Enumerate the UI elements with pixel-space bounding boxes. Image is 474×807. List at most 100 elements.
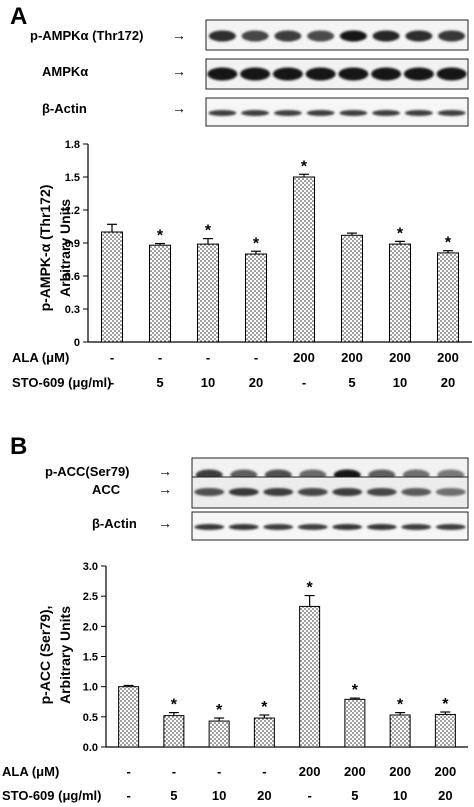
condition-value: 5 [351, 788, 358, 803]
condition-value: 20 [249, 375, 263, 390]
bar [245, 253, 267, 343]
y-tick-label: 1.0 [83, 682, 98, 694]
significance-marker: * [352, 682, 359, 699]
blot-label-p-acc: p-ACC(Ser79) [45, 464, 130, 479]
blot-band [306, 110, 335, 116]
bar [149, 244, 171, 343]
y-tick-label: 2.5 [83, 591, 98, 603]
y-axis-label-a-line2: Arbitrary Units [57, 199, 73, 297]
blot-band [401, 524, 432, 530]
chart-a: p-AMPK-α (Thr172) Arbitrary Units 0 0.3 0.… [37, 139, 472, 349]
blot-band [339, 30, 367, 42]
bar [101, 231, 123, 343]
condition-value: - [206, 350, 210, 365]
bar [437, 252, 459, 343]
blot-band [332, 488, 363, 496]
bar [389, 243, 411, 343]
condition-value: 10 [201, 375, 215, 390]
blot-band [241, 110, 270, 116]
condition-value: 20 [438, 788, 452, 803]
bar [163, 715, 185, 748]
significance-marker: * [442, 696, 449, 713]
condition-value: 10 [393, 375, 407, 390]
condition-value: 20 [257, 788, 271, 803]
condition-value: 200 [389, 350, 411, 365]
significance-marker: * [261, 699, 268, 716]
blot-band [228, 524, 259, 530]
significance-marker: * [445, 235, 452, 252]
condition-value: 5 [348, 375, 355, 390]
condition-table-b: ALA (μM) - - - - 200 200 200 200 STO-609 (μg/ml) -… [2, 764, 456, 803]
significance-marker: * [397, 225, 404, 242]
significance-marker: * [216, 702, 223, 719]
bar [208, 720, 230, 748]
blot-label-acc: ACC [92, 482, 121, 497]
significance-marker: * [301, 158, 308, 175]
condition-value: 200 [437, 350, 459, 365]
y-tick-label: 0.5 [83, 712, 98, 724]
blot-band [263, 524, 294, 530]
condition-value: - [307, 788, 311, 803]
significance-marker: * [307, 580, 314, 597]
condition-value: 200 [344, 764, 366, 779]
condition-value: - [262, 764, 266, 779]
condition-value: - [217, 764, 221, 779]
condition-value: 200 [341, 350, 363, 365]
y-tick-label: 3.0 [83, 561, 98, 573]
blot-image-p-ampk [205, 19, 469, 51]
significance-marker: * [157, 228, 164, 245]
significance-marker: * [171, 697, 178, 714]
arrow-icon: → [158, 463, 172, 479]
bar [389, 714, 411, 748]
y-tick-label: 0.6 [65, 271, 80, 283]
significance-marker: * [205, 223, 212, 240]
bar [197, 243, 219, 343]
y-tick-label: 0 [74, 337, 80, 349]
significance-marker: * [253, 235, 260, 252]
blot-band [371, 67, 402, 81]
blot-label-actin-a: β-Actin [42, 101, 87, 116]
condition-value: - [126, 764, 130, 779]
blot-band [208, 110, 237, 116]
condition-value: - [110, 375, 114, 390]
arrow-icon: → [172, 27, 186, 43]
y-tick-label: 2.0 [83, 621, 98, 633]
condition-value: 200 [435, 764, 457, 779]
arrow-icon: → [158, 481, 172, 497]
blot-band [241, 30, 269, 42]
blot-band [338, 67, 369, 81]
condition-value: - [158, 350, 162, 365]
blot-band [404, 110, 433, 116]
blot-band [438, 30, 466, 42]
condition-value: - [172, 764, 176, 779]
blot-image-actin-b [191, 511, 469, 541]
bar [434, 713, 456, 748]
blot-band [332, 524, 363, 530]
significance-marker: * [397, 697, 404, 714]
arrow-icon: → [158, 515, 172, 531]
condition-value: 200 [389, 764, 411, 779]
condition-value: 10 [393, 788, 407, 803]
blot-image-acc [191, 476, 469, 509]
blot-image-actin-a [205, 97, 469, 127]
blot-band [273, 110, 302, 116]
condition-value: - [110, 350, 114, 365]
y-axis-label-a-line1: p-AMPK-α (Thr172) [37, 185, 53, 312]
condition-value: - [254, 350, 258, 365]
condition-value: 200 [293, 350, 315, 365]
blot-band [305, 67, 336, 81]
condition-value: 5 [170, 788, 177, 803]
blot-band [339, 110, 368, 116]
condition-label: ALA (μM) [12, 350, 69, 365]
y-tick-label: 0.9 [65, 238, 80, 250]
panel-a-label: A [10, 3, 27, 30]
blot-label-actin-b: β-Actin [92, 516, 137, 531]
blot-band [297, 524, 328, 530]
blot-band [208, 30, 236, 42]
blot-band [366, 488, 397, 496]
condition-value: 5 [156, 375, 163, 390]
y-tick-label: 1.2 [65, 205, 80, 217]
blot-band [274, 30, 302, 42]
